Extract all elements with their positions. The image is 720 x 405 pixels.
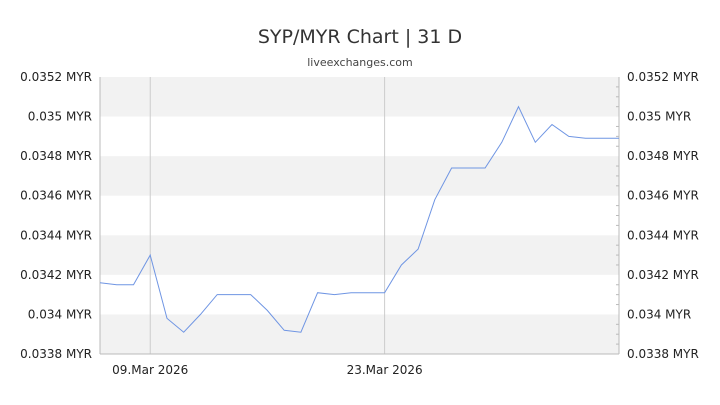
y-tick-label-left: 0.034 MYR	[28, 307, 92, 321]
y-tick-label-left: 0.0338 MYR	[20, 347, 92, 361]
grid-band	[100, 156, 619, 196]
y-tick-label-right: 0.0348 MYR	[627, 149, 699, 163]
x-tick-label: 23.Mar 2026	[347, 363, 423, 377]
y-tick-label-right: 0.0352 MYR	[627, 70, 699, 84]
y-tick-label-right: 0.0338 MYR	[627, 347, 699, 361]
x-tick-label: 09.Mar 2026	[112, 363, 188, 377]
y-tick-label-right: 0.035 MYR	[627, 110, 691, 124]
y-tick-label-right: 0.034 MYR	[627, 307, 691, 321]
grid-band	[100, 314, 619, 354]
series-line	[99, 105, 619, 333]
y-tick-label-right: 0.0346 MYR	[627, 189, 699, 203]
grid-band	[100, 235, 619, 275]
y-tick-label-left: 0.0352 MYR	[20, 70, 92, 84]
y-tick-label-right: 0.0344 MYR	[627, 228, 699, 242]
y-tick-label-left: 0.0346 MYR	[20, 189, 92, 203]
y-tick-label-left: 0.0342 MYR	[20, 268, 92, 282]
y-tick-label-left: 0.035 MYR	[28, 110, 92, 124]
y-tick-label-right: 0.0342 MYR	[627, 268, 699, 282]
chart-subtitle: liveexchanges.com	[307, 56, 413, 69]
grid-band	[100, 77, 619, 117]
chart-title: SYP/MYR Chart | 31 D	[257, 26, 463, 48]
y-tick-label-left: 0.0348 MYR	[20, 149, 92, 163]
y-tick-label-left: 0.0344 MYR	[20, 228, 92, 242]
